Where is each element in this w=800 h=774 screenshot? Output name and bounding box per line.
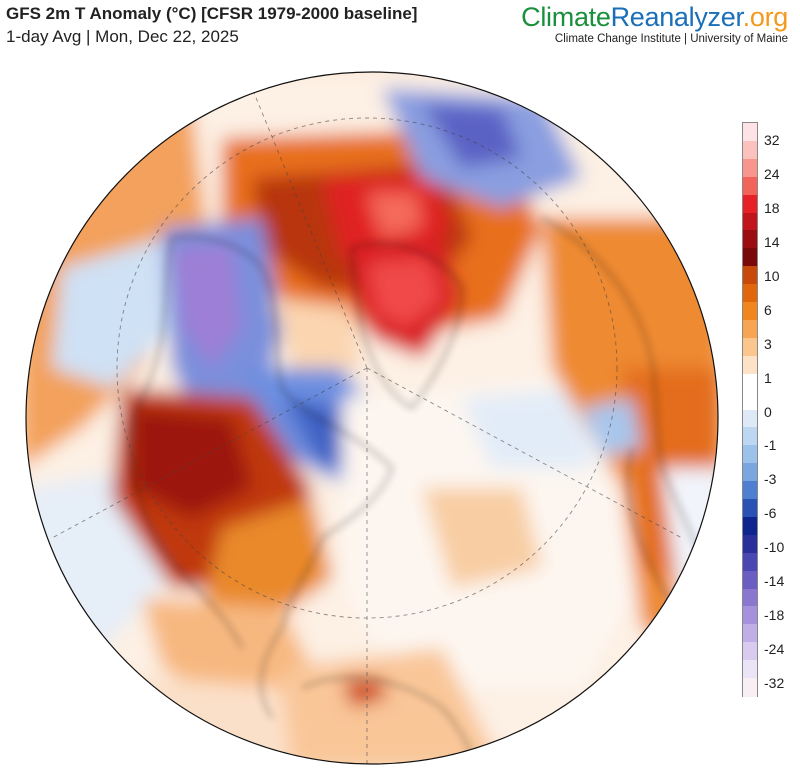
color-scale-swatch: [743, 302, 757, 321]
color-scale-swatch: [743, 409, 757, 428]
color-scale-swatch: [743, 266, 757, 285]
color-scale-swatch: [743, 194, 757, 214]
color-scale-swatch: [743, 624, 757, 643]
color-scale-swatch: [743, 678, 757, 697]
color-scale-label: 18: [764, 199, 780, 216]
brand-name: ClimateReanalyzer.org: [521, 2, 788, 32]
color-scale-swatch: [743, 212, 757, 232]
color-scale-label: -18: [764, 607, 785, 624]
color-scale-swatch: [743, 123, 757, 142]
brand-part-climate: Climate: [521, 2, 611, 32]
color-scale-swatch: [743, 445, 757, 464]
color-scale-label: 0: [764, 403, 772, 420]
color-scale-swatch: [743, 660, 757, 679]
map-subtitle: 1-day Avg | Mon, Dec 22, 2025: [6, 27, 239, 46]
color-scale-swatch: [743, 516, 757, 536]
color-scale-label: -6: [764, 505, 777, 522]
color-scale-swatch: [743, 230, 757, 249]
color-scale-swatch: [743, 140, 757, 160]
color-scale-swatch: [743, 588, 757, 608]
color-scale-label: 32: [764, 132, 780, 148]
color-scale-label: 6: [764, 301, 772, 318]
color-scale-label: -10: [764, 539, 785, 556]
color-scale-swatch: [743, 463, 757, 482]
color-scale-swatch: [743, 337, 757, 357]
color-scale-label: 10: [764, 267, 780, 284]
map-title: GFS 2m T Anomaly (°C) [CFSR 1979-2000 ba…: [6, 4, 418, 23]
color-scale-label: -24: [764, 641, 785, 658]
color-scale-swatch: [743, 176, 757, 196]
color-scale-swatch: [743, 534, 757, 554]
color-scale-label: 24: [764, 165, 780, 182]
color-scale-label: 3: [764, 335, 772, 352]
graticule: [51, 87, 683, 764]
color-scale-swatch: [743, 606, 757, 625]
color-scale-swatch: [743, 319, 757, 339]
color-scale-label: -32: [764, 675, 785, 691]
color-scale-label: -1: [764, 437, 777, 454]
color-scale-label: 14: [764, 233, 780, 250]
brand-part-reanalyzer: Reanalyzer: [610, 2, 743, 32]
anomaly-globe-map: [25, 71, 719, 765]
brand-part-org: .org: [742, 2, 789, 32]
color-scale-swatch: [743, 284, 757, 303]
color-scale-swatch: [743, 355, 757, 375]
color-scale-swatch: [743, 248, 757, 267]
color-scale-swatch: [743, 499, 757, 518]
color-scale-swatch: [743, 642, 757, 661]
color-scale-swatch: [743, 427, 757, 446]
color-scale-label: 1: [764, 369, 772, 386]
color-scale-label: -14: [764, 573, 785, 590]
color-scale-swatch: [743, 373, 757, 393]
brand-logo[interactable]: ClimateReanalyzer.org Climate Change Ins…: [521, 2, 788, 45]
color-scale-swatch: [743, 481, 757, 500]
color-scale-bar: [742, 122, 758, 697]
color-scale-swatch: [743, 570, 757, 590]
color-scale-swatch: [743, 552, 757, 572]
color-scale-swatch: [743, 391, 757, 411]
brand-affiliation: Climate Change Institute | University of…: [554, 33, 788, 45]
color-scale-label: -3: [764, 471, 777, 488]
color-scale-swatch: [743, 158, 757, 178]
